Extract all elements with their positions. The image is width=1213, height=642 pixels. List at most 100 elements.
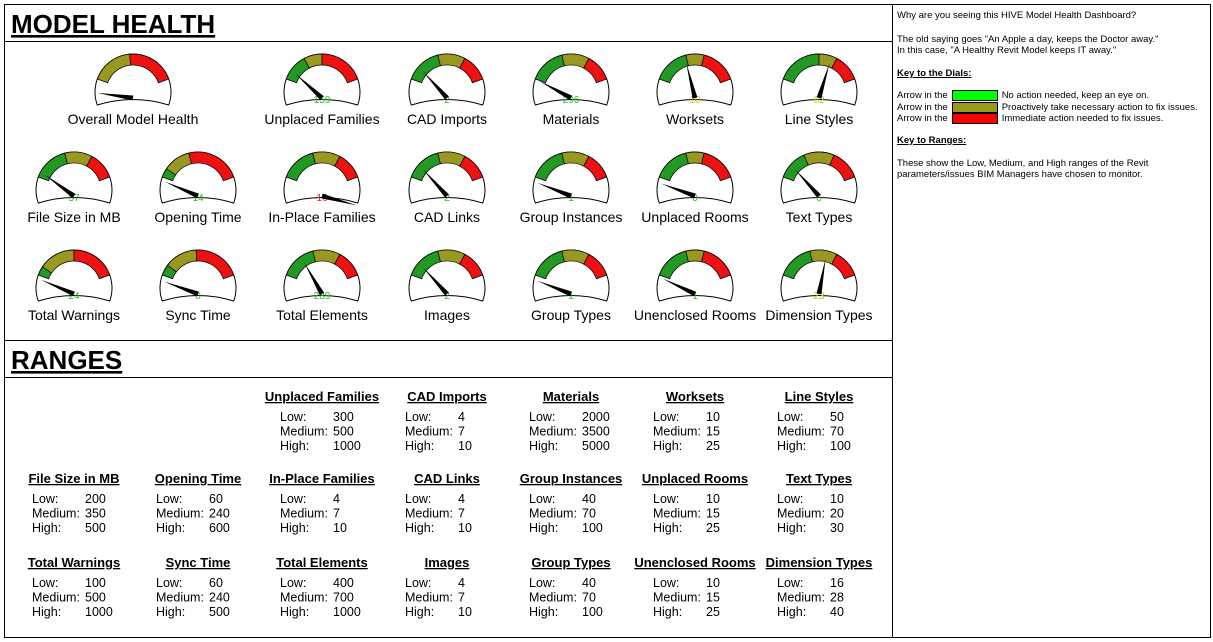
dial-band bbox=[73, 249, 111, 280]
range-value: 7 bbox=[458, 591, 465, 605]
range-value: 240 bbox=[209, 507, 230, 521]
range-title: Total Elements bbox=[276, 555, 368, 570]
range-value: 500 bbox=[85, 521, 106, 535]
gauge-label: Group Types bbox=[531, 307, 611, 323]
gauge-label: Total Warnings bbox=[28, 307, 120, 323]
range-label: High: bbox=[156, 521, 185, 535]
range-value: 60 bbox=[209, 576, 223, 590]
range-value: 70 bbox=[830, 425, 844, 439]
range-title: Group Instances bbox=[520, 471, 623, 486]
range-value: 30 bbox=[830, 521, 844, 535]
range-label: Low: bbox=[529, 410, 555, 424]
range-value: 16 bbox=[830, 576, 844, 590]
range-label: Medium: bbox=[280, 507, 328, 521]
gauge-value: 6 bbox=[816, 193, 822, 204]
needle bbox=[794, 169, 821, 198]
range-label: Medium: bbox=[529, 591, 577, 605]
range-value: 100 bbox=[85, 576, 106, 590]
dial-band bbox=[188, 151, 235, 182]
range-value: 28 bbox=[830, 591, 844, 605]
section-title: MODEL HEALTH bbox=[11, 9, 215, 39]
range-value: 240 bbox=[209, 591, 230, 605]
dial-band bbox=[701, 54, 732, 84]
range-value: 2000 bbox=[582, 410, 610, 424]
dial-band bbox=[583, 155, 608, 182]
range-title: CAD Links bbox=[414, 471, 480, 486]
key-prefix: Arrow in the bbox=[897, 90, 948, 102]
range-value: 4 bbox=[333, 492, 340, 506]
range-label: High: bbox=[529, 439, 558, 453]
range-label: Medium: bbox=[32, 507, 80, 521]
range-value: 500 bbox=[209, 605, 230, 619]
key-row: Arrow in the Immediate action needed to f… bbox=[897, 113, 1207, 125]
needle bbox=[295, 73, 324, 100]
gauge-label: Unenclosed Rooms bbox=[634, 307, 756, 323]
dial-band bbox=[129, 53, 170, 84]
dial-key: Arrow in the No action needed, keep an ey… bbox=[897, 90, 1207, 125]
dial-band bbox=[334, 155, 359, 182]
range-label: Low: bbox=[32, 576, 58, 590]
dial-band bbox=[829, 154, 856, 182]
gauge-value: 24 bbox=[68, 291, 80, 302]
range-label: Medium: bbox=[405, 591, 453, 605]
range-label: Low: bbox=[529, 576, 555, 590]
range-title: Line Styles bbox=[785, 389, 854, 404]
range-value: 25 bbox=[706, 521, 720, 535]
gauge-value: 0 bbox=[195, 291, 201, 302]
swatch bbox=[951, 113, 998, 125]
range-title: Unplaced Families bbox=[265, 389, 379, 404]
range-value: 40 bbox=[582, 492, 596, 506]
dial-band bbox=[459, 253, 484, 280]
needle bbox=[304, 262, 325, 296]
dial-band bbox=[701, 250, 732, 280]
gauge-value: 62 bbox=[813, 95, 825, 106]
range-value: 10 bbox=[706, 410, 720, 424]
gauge-value: 289 bbox=[314, 291, 331, 302]
range-label: High: bbox=[280, 605, 309, 619]
range-label: Medium: bbox=[777, 591, 825, 605]
range-label: Medium: bbox=[653, 507, 701, 521]
range-label: High: bbox=[653, 439, 682, 453]
range-value: 10 bbox=[458, 521, 472, 535]
range-label: Low: bbox=[280, 410, 306, 424]
needle bbox=[537, 182, 572, 199]
range-value: 100 bbox=[582, 521, 603, 535]
range-value: 4 bbox=[458, 492, 465, 506]
range-value: 400 bbox=[333, 576, 354, 590]
range-label: High: bbox=[405, 521, 434, 535]
saying: In this case, "A Healthy Revit Model kee… bbox=[897, 45, 1117, 56]
gauge-value: 0 bbox=[692, 193, 698, 204]
range-label: Low: bbox=[156, 576, 182, 590]
gauge-label: Worksets bbox=[666, 111, 724, 127]
range-title: Total Warnings bbox=[28, 555, 120, 570]
range-value: 25 bbox=[706, 439, 720, 453]
range-label: Medium: bbox=[156, 591, 204, 605]
gauge-label: In-Place Families bbox=[268, 209, 375, 225]
needle bbox=[422, 71, 449, 100]
needle bbox=[44, 174, 76, 199]
range-value: 10 bbox=[458, 439, 472, 453]
range-label: Low: bbox=[280, 576, 306, 590]
swatch bbox=[951, 101, 998, 113]
dial-band bbox=[334, 253, 359, 280]
dial-band bbox=[803, 151, 835, 166]
range-title: Dimension Types bbox=[766, 555, 873, 570]
range-label: High: bbox=[280, 439, 309, 453]
key-text: Proactively take necessary action to fix… bbox=[1001, 101, 1198, 113]
range-value: 4 bbox=[458, 576, 465, 590]
needle bbox=[422, 267, 449, 296]
range-value: 1000 bbox=[333, 605, 361, 619]
range-title: Images bbox=[425, 555, 470, 570]
needle bbox=[539, 80, 573, 101]
key-row: Arrow in the No action needed, keep an ey… bbox=[897, 90, 1207, 102]
range-value: 5000 bbox=[582, 439, 610, 453]
gauge-label: Unplaced Families bbox=[264, 111, 379, 127]
range-label: High: bbox=[32, 605, 61, 619]
range-value: 70 bbox=[582, 591, 596, 605]
dial-band bbox=[86, 155, 111, 182]
range-label: High: bbox=[32, 521, 61, 535]
range-label: Medium: bbox=[777, 507, 825, 521]
range-label: Low: bbox=[653, 576, 679, 590]
gauge-value: 14 bbox=[192, 193, 204, 204]
